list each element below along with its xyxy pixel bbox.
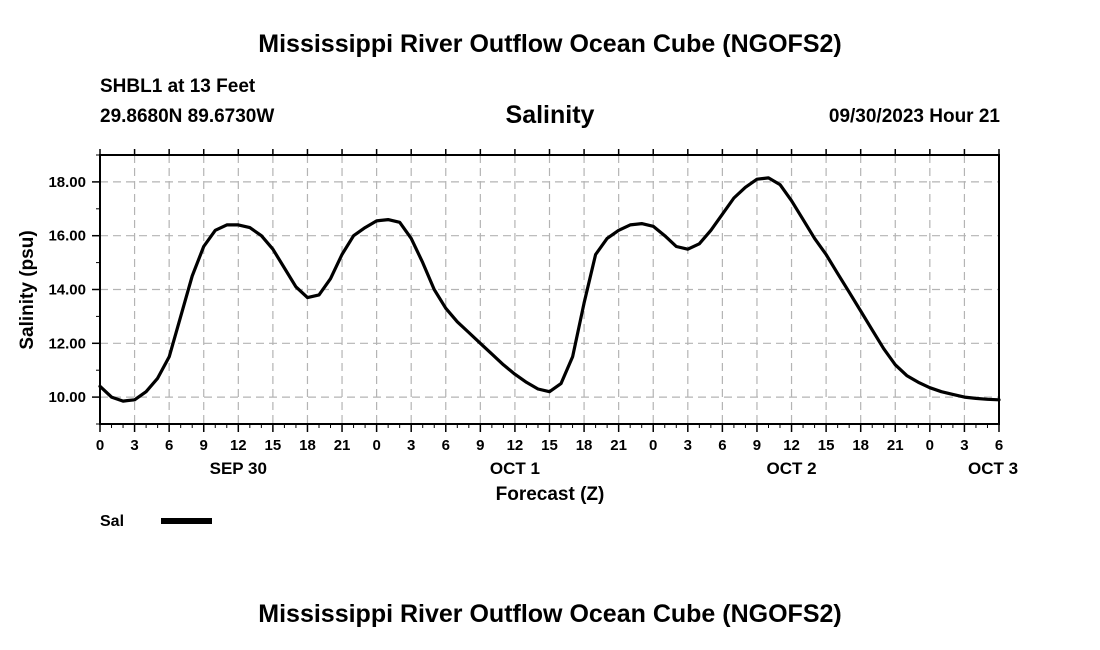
y-tick-label: 18.00 [48, 174, 86, 191]
x-axis-label: Forecast (Z) [496, 484, 605, 505]
x-tick-label: 6 [165, 437, 173, 454]
variable-title: Salinity [505, 101, 595, 129]
x-tick-label: 3 [960, 437, 968, 454]
x-tick-label: 6 [718, 437, 726, 454]
x-tick-label: 21 [334, 437, 351, 454]
x-tick-label: 9 [476, 437, 484, 454]
x-tick-label: 3 [407, 437, 415, 454]
station-label: SHBL1 at 13 Feet [100, 76, 256, 97]
x-tick-label: 3 [684, 437, 692, 454]
series-line-sal [98, 176, 1001, 403]
x-tick-label: 9 [753, 437, 761, 454]
y-tick-label: 10.00 [48, 389, 86, 406]
x-tick-label: 12 [507, 437, 524, 454]
x-tick-label: 18 [852, 437, 869, 454]
x-tick-label: 12 [230, 437, 247, 454]
footer-title: Mississippi River Outflow Ocean Cube (NG… [258, 600, 842, 628]
chart-grid [100, 155, 999, 424]
y-axis-label: Salinity (psu) [17, 230, 38, 349]
x-tick-label: 6 [995, 437, 1003, 454]
legend-label-sal: Sal [100, 513, 124, 530]
y-tick-label: 16.00 [48, 228, 86, 245]
x-tick-label: 12 [783, 437, 800, 454]
timestamp-label: 09/30/2023 Hour 21 [828, 106, 1000, 127]
legend: Sal [100, 513, 212, 530]
coordinates-label: 29.8680N 89.6730W [100, 106, 275, 127]
day-label: OCT 1 [490, 459, 540, 478]
axis-labels: 0 3 6 9 12 15 18 21 0 3 6 9 12 15 18 21 0 3 6 9 12 15 18 21 0 3 6 1… [48, 174, 1018, 478]
x-tick-label: 0 [96, 437, 104, 454]
x-tick-label: 6 [442, 437, 450, 454]
x-tick-label: 15 [265, 437, 282, 454]
axis-ticks [92, 149, 1000, 432]
x-tick-label: 15 [541, 437, 558, 454]
x-tick-label: 0 [372, 437, 380, 454]
day-label: SEP 30 [210, 459, 267, 478]
x-tick-label: 3 [130, 437, 138, 454]
x-tick-label: 21 [887, 437, 904, 454]
y-tick-label: 14.00 [48, 282, 86, 299]
x-tick-label: 0 [649, 437, 657, 454]
day-label: OCT 3 [968, 459, 1018, 478]
x-tick-label: 21 [610, 437, 627, 454]
day-label: OCT 2 [767, 459, 817, 478]
x-tick-label: 0 [926, 437, 934, 454]
series-layer [98, 176, 1001, 403]
x-tick-label: 18 [576, 437, 593, 454]
chart-title: Mississippi River Outflow Ocean Cube (NG… [258, 30, 842, 58]
x-tick-label: 15 [818, 437, 835, 454]
x-tick-label: 9 [200, 437, 208, 454]
y-tick-label: 12.00 [48, 335, 86, 352]
x-tick-label: 18 [299, 437, 316, 454]
